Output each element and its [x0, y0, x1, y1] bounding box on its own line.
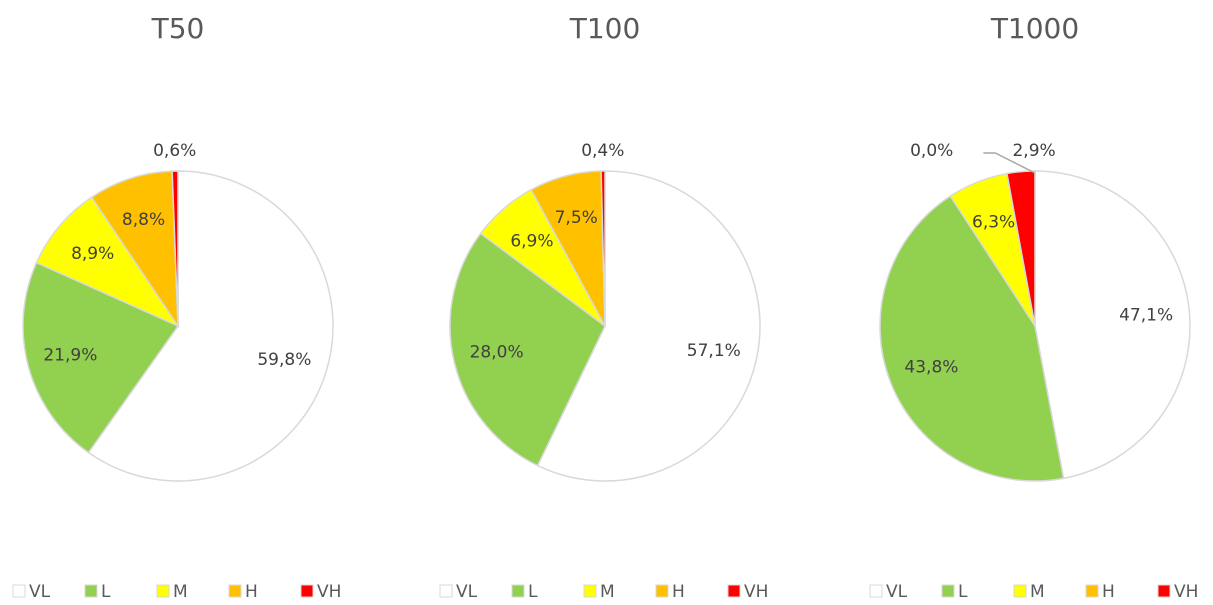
legend-swatch: [156, 584, 170, 598]
data-label: 0,4%: [581, 141, 624, 161]
legend-label: VL: [456, 582, 478, 601]
data-label: 2,9%: [1012, 141, 1055, 161]
legend-label: VH: [317, 582, 341, 601]
pie-slice: [35, 196, 181, 328]
legend-label: M: [1030, 582, 1045, 601]
legend-swatch: [727, 584, 741, 598]
pie-slice: [171, 170, 179, 327]
legend-swatch: [12, 584, 26, 598]
chart-title: T50: [151, 12, 205, 45]
pie-slice: [879, 195, 1065, 482]
legend-swatch: [1013, 584, 1027, 598]
legend-label: VH: [1174, 582, 1198, 601]
legend-label: VL: [29, 582, 51, 601]
pie-slice: [600, 170, 606, 327]
data-label: 43,8%: [904, 358, 958, 378]
data-label: 21,9%: [43, 345, 97, 365]
legend-label: M: [173, 582, 188, 601]
data-label: 28,0%: [470, 343, 524, 363]
data-label: 0,0%: [910, 141, 953, 161]
legend-swatch: [583, 584, 597, 598]
pie-slice: [449, 232, 606, 467]
pie-slice: [87, 170, 334, 482]
legend-swatch: [300, 584, 314, 598]
legend-label: H: [672, 582, 685, 601]
pie-slice: [1034, 170, 1191, 480]
legend-label: H: [1102, 582, 1115, 601]
legend-label: H: [245, 582, 258, 601]
pie-slice: [536, 170, 761, 482]
legend-swatch: [941, 584, 955, 598]
data-label: 7,5%: [555, 208, 598, 228]
legend-label: VH: [744, 582, 768, 601]
legend-label: M: [600, 582, 615, 601]
data-label: 8,8%: [122, 210, 165, 230]
pie-slice: [90, 170, 179, 329]
legend-swatch: [1085, 584, 1099, 598]
data-label: 6,9%: [510, 232, 553, 252]
legend-swatch: [439, 584, 453, 598]
data-label: 47,1%: [1119, 306, 1173, 326]
chart-title: T1000: [990, 12, 1079, 45]
data-label: 0,6%: [153, 141, 196, 161]
legend-swatch: [84, 584, 98, 598]
legend-swatch: [1157, 584, 1171, 598]
legend-label: VL: [886, 582, 908, 601]
legend-label: L: [958, 582, 968, 601]
legend-label: L: [528, 582, 538, 601]
leader-line: [983, 152, 1036, 174]
data-label: 59,8%: [257, 350, 311, 370]
pie-slice: [22, 261, 180, 454]
data-label: 57,1%: [687, 341, 741, 361]
data-label: 6,3%: [972, 212, 1015, 232]
legend-swatch: [228, 584, 242, 598]
pie-slice: [1006, 170, 1036, 327]
data-label: 8,9%: [71, 244, 114, 264]
legend-swatch: [511, 584, 525, 598]
legend-swatch: [655, 584, 669, 598]
legend-swatch: [869, 584, 883, 598]
legend-label: L: [101, 582, 111, 601]
chart-title: T100: [569, 12, 641, 45]
